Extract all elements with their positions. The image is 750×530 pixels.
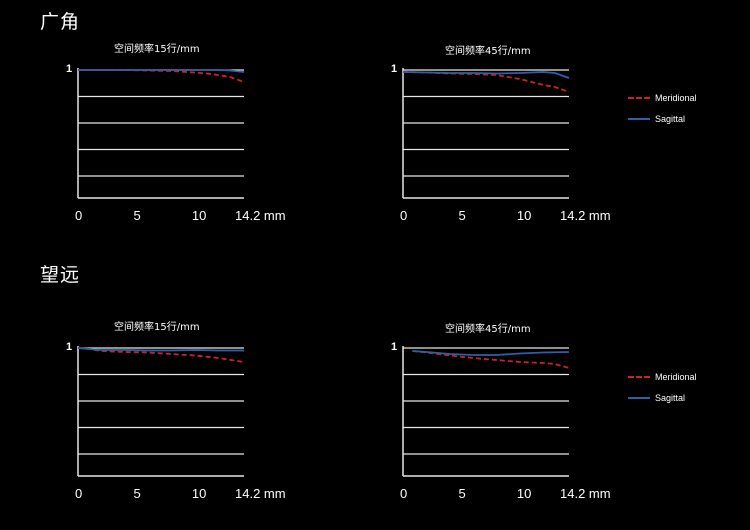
legend-item-sagittal: Sagittal (628, 389, 697, 407)
chart-title: 空间频率15行/mm (114, 322, 200, 333)
x-tick-label: 5 (133, 486, 140, 501)
series-line-sagittal (402, 71, 570, 79)
sagittal-swatch (628, 118, 650, 120)
x-tick-label: 5 (458, 486, 465, 501)
legend-item-sagittal: Sagittal (628, 110, 697, 128)
series-line-meridional (77, 347, 245, 363)
chart-title: 空间频率15行/mm (114, 44, 200, 55)
legend-item-meridional: Meridional (628, 89, 697, 107)
series-line-sagittal (412, 350, 570, 356)
y-tick-label: 1 (391, 341, 397, 353)
x-tick-label: 0 (75, 486, 82, 501)
legend-item-meridional: Meridional (628, 368, 697, 386)
mtf-chart-wide-45: 空间频率45行/mm 1 0 5 10 14.2 mm (365, 40, 635, 230)
chart-title: 空间频率45行/mm (445, 46, 531, 57)
x-tick-label: 10 (192, 208, 206, 223)
chart-svg: 10 5 10 14.2 mm (66, 341, 286, 501)
legend-label: Meridional (655, 93, 697, 103)
series-line-sagittal (78, 69, 245, 73)
chart-title: 空间频率45行/mm (445, 324, 531, 335)
x-tick-label: 10 (517, 486, 531, 501)
chart-svg: 10 5 10 14.2 mm (66, 63, 286, 223)
x-tick-label: 10 (192, 486, 206, 501)
x-tick-label: 14.2 mm (235, 208, 286, 223)
mtf-chart-tele-15: 空间频率15行/mm 1 0 5 10 14.2 mm (40, 318, 310, 508)
mtf-chart-wide-15: 空间频率15行/mm 1 0 5 10 14.2 mm (40, 40, 310, 230)
x-tick-label: 14.2 mm (235, 486, 286, 501)
section-title-tele: 望远 (40, 264, 81, 286)
legend-tele: Meridional Sagittal (628, 368, 697, 407)
meridional-swatch (628, 97, 650, 99)
y-tick-label: 1 (66, 341, 72, 353)
meridional-swatch (628, 376, 650, 378)
section-title-wide: 广角 (40, 11, 81, 33)
x-tick-label: 10 (517, 208, 531, 223)
legend-label: Meridional (655, 372, 697, 382)
legend-label: Sagittal (655, 114, 686, 124)
sagittal-swatch (628, 397, 650, 399)
x-tick-label: 0 (400, 208, 407, 223)
series-line-meridional (402, 71, 570, 93)
x-tick-label: 5 (133, 208, 140, 223)
y-tick-label: 1 (66, 63, 72, 75)
chart-svg: 10 5 10 14.2 mm (391, 63, 611, 223)
x-tick-label: 14.2 mm (560, 208, 611, 223)
chart-svg: 10 5 10 14.2 mm (391, 341, 611, 501)
y-tick-label: 1 (391, 63, 397, 75)
series-line-meridional (78, 69, 245, 83)
series-line-sagittal (77, 347, 244, 352)
series-line-meridional (412, 350, 570, 369)
legend-label: Sagittal (655, 393, 686, 403)
legend-wide: Meridional Sagittal (628, 89, 697, 128)
x-tick-label: 0 (75, 208, 82, 223)
x-tick-label: 0 (400, 486, 407, 501)
mtf-chart-tele-45: 空间频率45行/mm 1 0 5 10 14.2 mm (365, 318, 635, 508)
x-tick-label: 5 (458, 208, 465, 223)
x-tick-label: 14.2 mm (560, 486, 611, 501)
